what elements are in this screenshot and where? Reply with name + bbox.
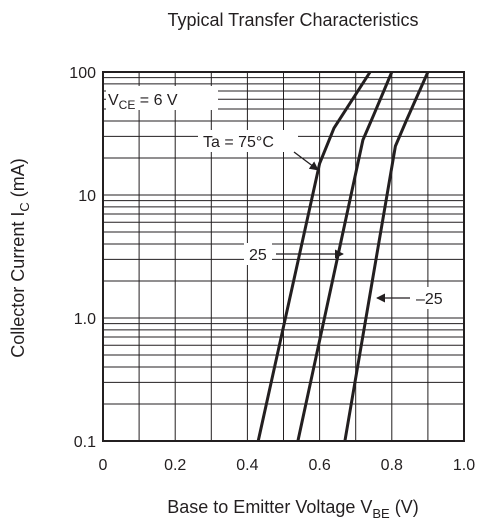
x-tick-label: 1.0 xyxy=(453,457,475,474)
series-curves xyxy=(256,71,430,442)
annotation-arrow xyxy=(293,151,319,171)
y-axis-label-subscript: C xyxy=(17,202,32,211)
y-tick-label: 10 xyxy=(78,188,96,205)
condition-symbol: V xyxy=(108,92,119,109)
x-axis-label-main: Base to Emitter Voltage V xyxy=(167,497,372,517)
series-curve-3 xyxy=(343,71,430,442)
y-tick-label: 0.1 xyxy=(74,434,96,451)
condition-label: VCE = 6 V xyxy=(108,92,178,112)
chart-title: Typical Transfer Characteristics xyxy=(167,10,418,30)
y-axis-ticks: 0.1 1.0 10 100 xyxy=(69,65,96,451)
annotation-bg xyxy=(244,243,272,265)
y-axis-label-unit: (mA) xyxy=(8,158,28,202)
x-tick-label: 0.8 xyxy=(381,457,403,474)
annotation-label: 25 xyxy=(249,247,267,264)
x-axis-label-unit: (V) xyxy=(390,497,419,517)
y-tick-label: 1.0 xyxy=(74,311,96,328)
series-curve-2 xyxy=(296,71,394,442)
annotation-bg xyxy=(412,287,454,309)
x-axis-ticks: 0 0.2 0.4 0.6 0.8 1.0 xyxy=(99,457,476,474)
annotation-label: Ta = 75°C xyxy=(203,134,274,151)
curve-annotations: Ta = 75°C 25 –25 xyxy=(198,130,454,309)
plot-frame xyxy=(102,71,465,442)
x-axis-label: Base to Emitter Voltage VBE (V) xyxy=(167,497,418,521)
condition-label-background xyxy=(106,86,218,110)
y-axis-label-main: Collector Current I xyxy=(8,212,28,358)
annotation-bg xyxy=(198,130,298,152)
condition-subscript: CE xyxy=(119,98,136,112)
series-curve-1 xyxy=(256,71,372,442)
annotation-label: –25 xyxy=(416,291,443,308)
condition-value: = 6 V xyxy=(135,92,178,109)
y-axis-label: Collector Current IC (mA) xyxy=(8,158,32,357)
x-tick-label: 0.4 xyxy=(236,457,258,474)
y-tick-label: 100 xyxy=(69,65,96,82)
x-axis-label-subscript: BE xyxy=(372,506,390,521)
grid-lines xyxy=(103,72,464,441)
x-tick-label: 0 xyxy=(99,457,108,474)
x-tick-label: 0.2 xyxy=(164,457,186,474)
x-tick-label: 0.6 xyxy=(308,457,330,474)
